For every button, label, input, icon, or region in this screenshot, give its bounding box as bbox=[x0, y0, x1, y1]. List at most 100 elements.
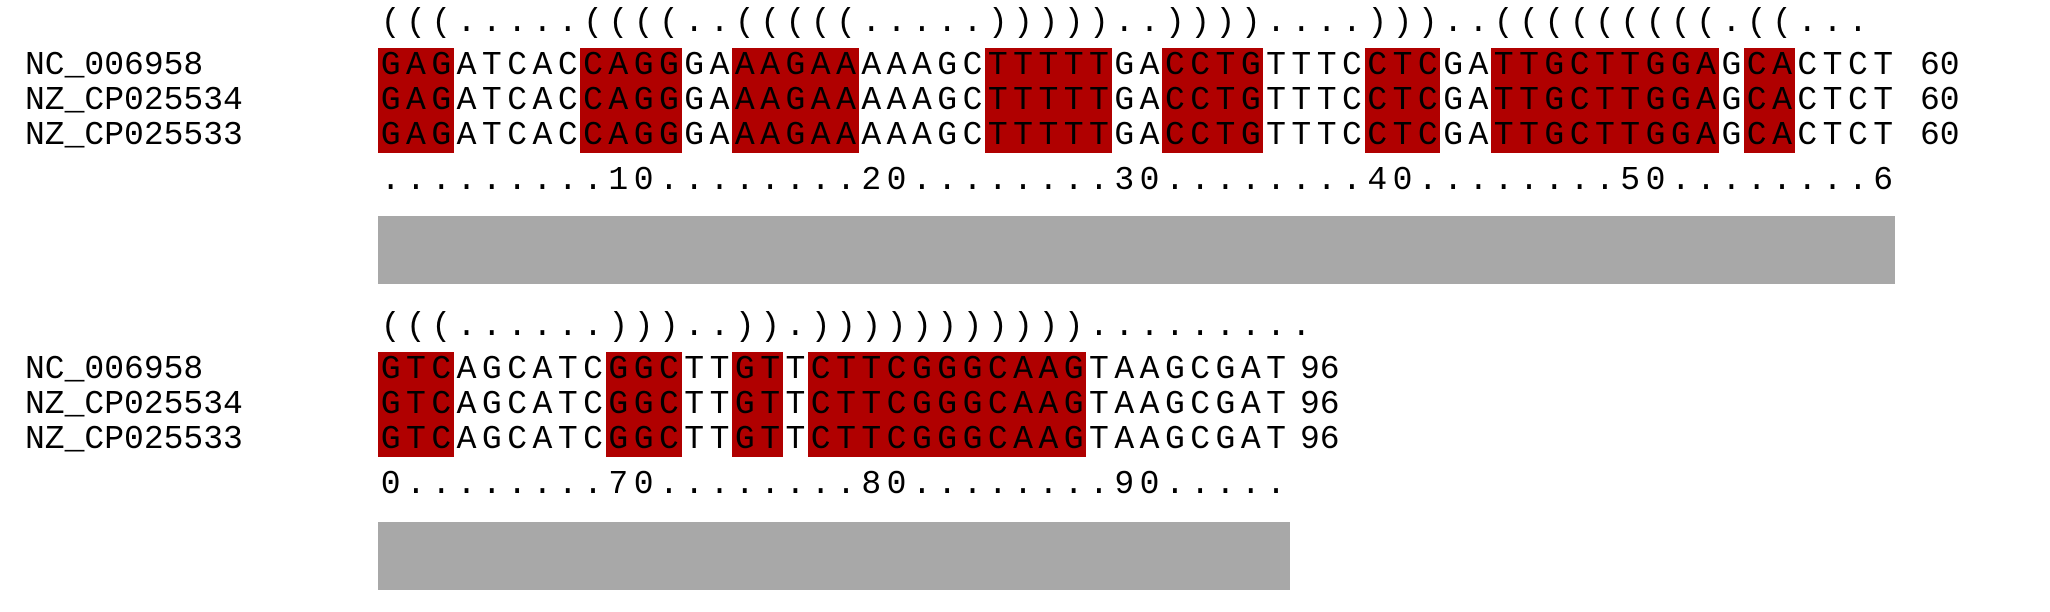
structure-char: ) bbox=[760, 308, 780, 345]
nucleotide: T bbox=[1291, 117, 1312, 154]
ruler-char: . bbox=[1594, 162, 1615, 199]
ruler-char: . bbox=[507, 162, 528, 199]
nucleotide: G bbox=[630, 83, 657, 118]
structure-char: ( bbox=[836, 4, 856, 41]
ruler-char: . bbox=[1468, 162, 1489, 199]
nucleotide: A bbox=[1010, 422, 1036, 457]
structure-char: . bbox=[684, 308, 705, 345]
nucleotide: T bbox=[833, 422, 859, 457]
nucleotide: G bbox=[630, 352, 657, 387]
nucleotide: A bbox=[532, 82, 553, 119]
structure-char: ( bbox=[1594, 4, 1615, 41]
nucleotide: T bbox=[684, 351, 705, 388]
nucleotide: C bbox=[1566, 118, 1593, 153]
ruler-char: . bbox=[406, 466, 426, 503]
nucleotide: G bbox=[684, 47, 705, 84]
nucleotide: A bbox=[605, 83, 631, 118]
nucleotide: A bbox=[861, 117, 882, 154]
nucleotide: C bbox=[962, 117, 983, 154]
nucleotide: T bbox=[1212, 83, 1239, 118]
ruler-char: . bbox=[785, 162, 806, 199]
structure-char: . bbox=[481, 4, 502, 41]
nucleotide: C bbox=[580, 118, 606, 153]
nucleotide: C bbox=[507, 386, 528, 423]
structure-char: . bbox=[785, 308, 806, 345]
structure-char: ) bbox=[1240, 4, 1261, 41]
nucleotide: T bbox=[1316, 117, 1337, 154]
structure-char: ( bbox=[1746, 4, 1767, 41]
nucleotide: T bbox=[709, 421, 730, 458]
nucleotide: G bbox=[782, 48, 809, 83]
ruler-char: . bbox=[937, 162, 958, 199]
ruler-char: . bbox=[431, 162, 452, 199]
ruler-char: . bbox=[709, 162, 730, 199]
nucleotide: T bbox=[858, 352, 884, 387]
nucleotide: T bbox=[1617, 118, 1643, 153]
ruler-char: 8 bbox=[861, 466, 882, 503]
nucleotide: T bbox=[1389, 118, 1416, 153]
nucleotide: T bbox=[757, 352, 783, 387]
nucleotide: G bbox=[1541, 118, 1567, 153]
nucleotide: A bbox=[1114, 421, 1135, 458]
nucleotide: T bbox=[833, 387, 859, 422]
ruler-char: . bbox=[962, 466, 983, 503]
ruler-char: . bbox=[1190, 162, 1211, 199]
nucleotide: C bbox=[808, 352, 834, 387]
nucleotide: T bbox=[1822, 47, 1843, 84]
structure-char: . bbox=[1114, 308, 1135, 345]
ruler-char: . bbox=[836, 162, 856, 199]
structure-char: ) bbox=[962, 308, 983, 345]
structure-char: ) bbox=[886, 308, 907, 345]
nucleotide: T bbox=[1010, 48, 1036, 83]
nucleotide: G bbox=[937, 82, 958, 119]
nucleotide: T bbox=[1389, 83, 1416, 118]
nucleotide: C bbox=[428, 387, 454, 422]
structure-char: . bbox=[962, 4, 983, 41]
nucleotide: A bbox=[456, 421, 477, 458]
ruler-char: . bbox=[1089, 162, 1109, 199]
sequence-count: 60 bbox=[1920, 82, 1960, 119]
nucleotide: G bbox=[378, 352, 404, 387]
nucleotide: G bbox=[605, 422, 631, 457]
nucleotide: A bbox=[1240, 386, 1261, 423]
conservation-bar-1 bbox=[378, 216, 1895, 284]
nucleotide: G bbox=[605, 352, 631, 387]
sequence-count: 96 bbox=[1300, 421, 1340, 458]
structure-char: ) bbox=[1063, 308, 1084, 345]
ruler-char: 3 bbox=[1114, 162, 1135, 199]
nucleotide: C bbox=[808, 422, 834, 457]
nucleotide: G bbox=[1443, 82, 1464, 119]
nucleotide: G bbox=[959, 422, 986, 457]
nucleotide: G bbox=[1642, 48, 1669, 83]
nucleotide: A bbox=[403, 118, 429, 153]
structure-char: ) bbox=[1063, 4, 1084, 41]
nucleotide: T bbox=[1266, 47, 1286, 84]
structure-char: . bbox=[456, 4, 477, 41]
nucleotide: C bbox=[507, 421, 528, 458]
structure-char: ( bbox=[1519, 4, 1539, 41]
structure-char: ( bbox=[810, 4, 831, 41]
nucleotide: G bbox=[378, 387, 404, 422]
ruler-char: . bbox=[1316, 162, 1337, 199]
ruler-char: . bbox=[911, 162, 932, 199]
nucleotide: T bbox=[1212, 118, 1239, 153]
nucleotide: T bbox=[1266, 421, 1286, 458]
nucleotide: A bbox=[808, 118, 834, 153]
structure-char: ) bbox=[1190, 4, 1211, 41]
nucleotide: C bbox=[1162, 48, 1188, 83]
nucleotide: C bbox=[557, 117, 578, 154]
structure-char: . bbox=[481, 308, 502, 345]
nucleotide: T bbox=[1266, 386, 1286, 423]
nucleotide: A bbox=[1693, 48, 1719, 83]
nucleotide: T bbox=[1592, 48, 1618, 83]
ruler-char: . bbox=[1417, 162, 1438, 199]
ruler-char: . bbox=[1240, 162, 1261, 199]
structure-char: ) bbox=[1089, 4, 1109, 41]
nucleotide: G bbox=[1061, 422, 1087, 457]
nucleotide: G bbox=[428, 48, 454, 83]
nucleotide: T bbox=[858, 422, 884, 457]
nucleotide: C bbox=[507, 82, 528, 119]
